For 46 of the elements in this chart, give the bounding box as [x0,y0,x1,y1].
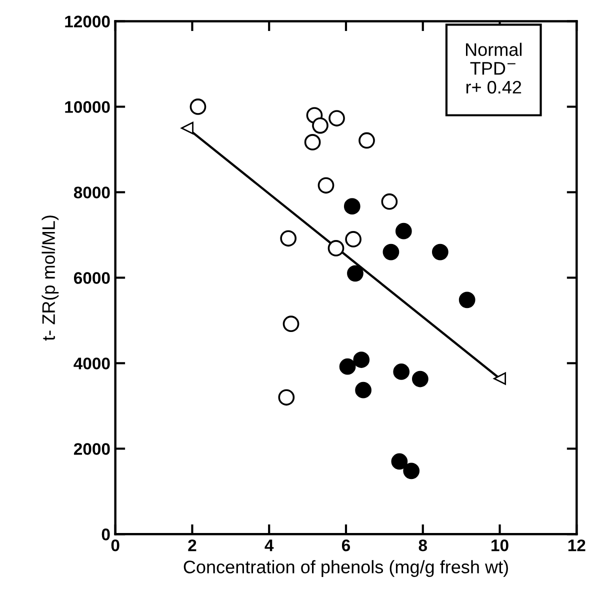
point [391,453,408,470]
point [304,134,321,150]
point [282,316,300,332]
y-tick-label: 10000 [65,101,110,113]
point [328,110,345,126]
x-tick-label: 0 [111,539,120,552]
point [190,98,206,115]
x-tick-label: 2 [188,539,196,552]
point [353,352,370,368]
x-tick-label: 12 [568,539,586,552]
point [393,364,410,380]
y-axis-title: t- ZR(p mol/ML) [42,216,59,341]
point [312,117,328,134]
point [395,222,412,240]
point [358,132,375,149]
y-tick-label: 2000 [74,443,110,455]
point [403,462,420,480]
x-tick-label: 8 [418,539,427,552]
annotation: TPD$^{−}$ [470,62,516,75]
x-axis-title: Concentration of phenols (mg/g fresh wt) [184,560,508,577]
point [381,193,398,210]
point [318,177,334,194]
point [494,372,506,385]
point [344,198,360,215]
annotation: r+ 0.42 [466,80,522,94]
x-tick-label: 10 [492,539,508,552]
point [355,382,372,398]
y-tick-label: 8000 [74,186,110,198]
y-tick-label: 4000 [74,358,110,370]
point [328,240,344,256]
x-tick-label: 4 [264,540,274,552]
point [412,370,428,388]
x-tick-label: 6 [342,539,350,552]
point [339,358,356,375]
y-tick-label: 0 [102,528,110,540]
y-tick-label: 6000 [74,272,110,284]
point [432,244,448,260]
point [280,230,297,247]
point [180,122,194,134]
annotation: Normal [466,42,522,56]
point [347,265,364,282]
point [458,292,476,308]
point [278,389,295,406]
point [345,231,362,248]
y-tick-label: 12000 [65,16,110,28]
point [382,244,400,260]
